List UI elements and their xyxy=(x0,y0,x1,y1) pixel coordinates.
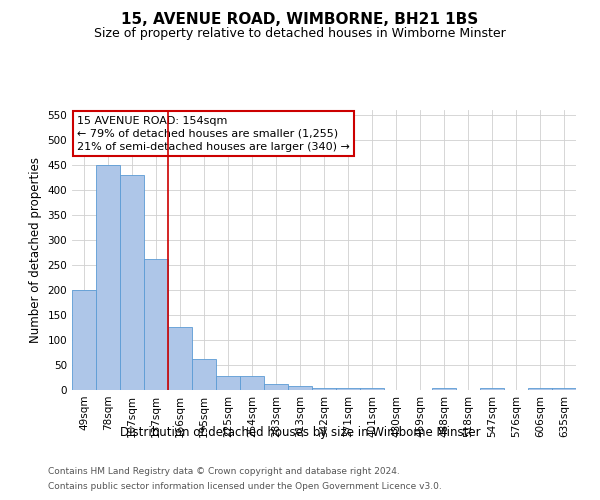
Bar xyxy=(120,175,144,390)
Text: Size of property relative to detached houses in Wimborne Minster: Size of property relative to detached ho… xyxy=(94,28,506,40)
Bar xyxy=(480,388,504,390)
Bar xyxy=(312,388,336,390)
Bar xyxy=(240,376,264,390)
Bar xyxy=(336,388,360,390)
Bar xyxy=(360,388,384,390)
Bar xyxy=(144,258,168,390)
Text: Distribution of detached houses by size in Wimborne Minster: Distribution of detached houses by size … xyxy=(119,426,481,439)
Bar xyxy=(96,165,120,390)
Text: Contains public sector information licensed under the Open Government Licence v3: Contains public sector information licen… xyxy=(48,482,442,491)
Bar xyxy=(192,359,216,390)
Bar xyxy=(72,290,96,390)
Y-axis label: Number of detached properties: Number of detached properties xyxy=(29,157,42,343)
Bar xyxy=(528,388,552,390)
Bar xyxy=(168,326,192,390)
Bar xyxy=(552,388,576,390)
Text: Contains HM Land Registry data © Crown copyright and database right 2024.: Contains HM Land Registry data © Crown c… xyxy=(48,467,400,476)
Bar xyxy=(264,384,288,390)
Bar xyxy=(432,388,456,390)
Bar xyxy=(216,376,240,390)
Text: 15, AVENUE ROAD, WIMBORNE, BH21 1BS: 15, AVENUE ROAD, WIMBORNE, BH21 1BS xyxy=(121,12,479,28)
Text: 15 AVENUE ROAD: 154sqm
← 79% of detached houses are smaller (1,255)
21% of semi-: 15 AVENUE ROAD: 154sqm ← 79% of detached… xyxy=(77,116,350,152)
Bar xyxy=(288,386,312,390)
